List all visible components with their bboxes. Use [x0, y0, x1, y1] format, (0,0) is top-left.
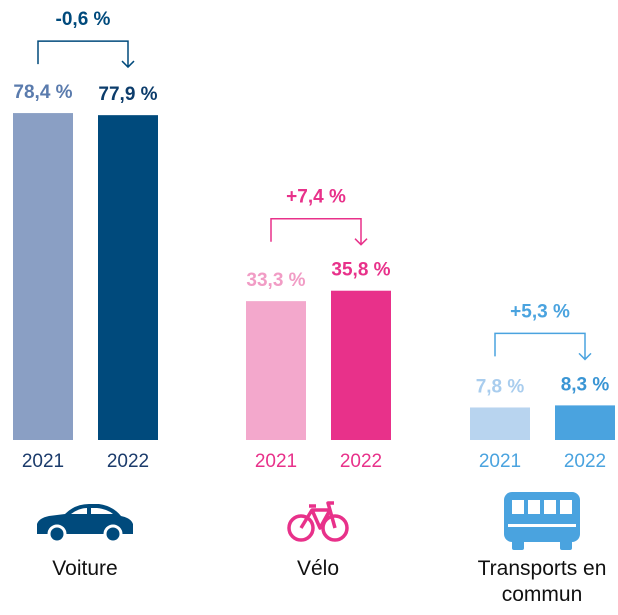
- car-wheel: [47, 524, 67, 544]
- year-label: 2021: [22, 451, 64, 472]
- value-label: 8,3 %: [561, 374, 610, 395]
- change-bracket: [37, 40, 135, 69]
- value-label: 35,8 %: [331, 260, 390, 281]
- value-label: 77,9 %: [98, 84, 157, 105]
- bar: [246, 301, 306, 440]
- bus-window: [560, 500, 572, 514]
- bar: [13, 113, 73, 441]
- value-label: 7,8 %: [476, 376, 525, 397]
- year-label: 2022: [340, 451, 382, 472]
- bike-wheel: [321, 514, 349, 542]
- bar: [555, 405, 615, 440]
- icon: [37, 504, 133, 544]
- bus-wheel: [512, 540, 524, 550]
- bus-window: [528, 500, 540, 514]
- value-label: 33,3 %: [246, 270, 305, 291]
- bus-body: [504, 492, 580, 542]
- category-name-box: Voiture: [52, 557, 118, 580]
- category-name: Transports en commun: [477, 557, 607, 606]
- bar: [470, 407, 530, 440]
- bus-wheel: [560, 540, 572, 550]
- change-bracket: [494, 332, 592, 361]
- bike-frame: [299, 501, 337, 530]
- year-label: 2022: [564, 451, 606, 472]
- car-wheel: [103, 524, 123, 544]
- change-label: +7,4 %: [286, 187, 346, 208]
- change-label: +5,3 %: [510, 301, 570, 322]
- bar: [98, 115, 158, 441]
- category-name: Voiture: [52, 557, 118, 580]
- category-name-box: Vélo: [296, 557, 340, 580]
- category-name: Vélo: [296, 557, 340, 580]
- bike-wheel: [287, 514, 315, 542]
- icon: [504, 492, 580, 550]
- year-label: 2022: [107, 451, 149, 472]
- bus-window: [544, 500, 556, 514]
- bus-stripe: [508, 524, 576, 527]
- change-label: -0,6 %: [56, 9, 111, 30]
- value-label: 78,4 %: [13, 82, 72, 103]
- bar: [331, 290, 391, 440]
- year-label: 2021: [255, 451, 297, 472]
- change-bracket: [270, 217, 368, 246]
- car-window: [71, 508, 113, 514]
- icon: [287, 501, 349, 542]
- year-label: 2021: [479, 451, 521, 472]
- category-name-box: Transports en commun: [477, 557, 607, 606]
- bus-window: [512, 500, 524, 514]
